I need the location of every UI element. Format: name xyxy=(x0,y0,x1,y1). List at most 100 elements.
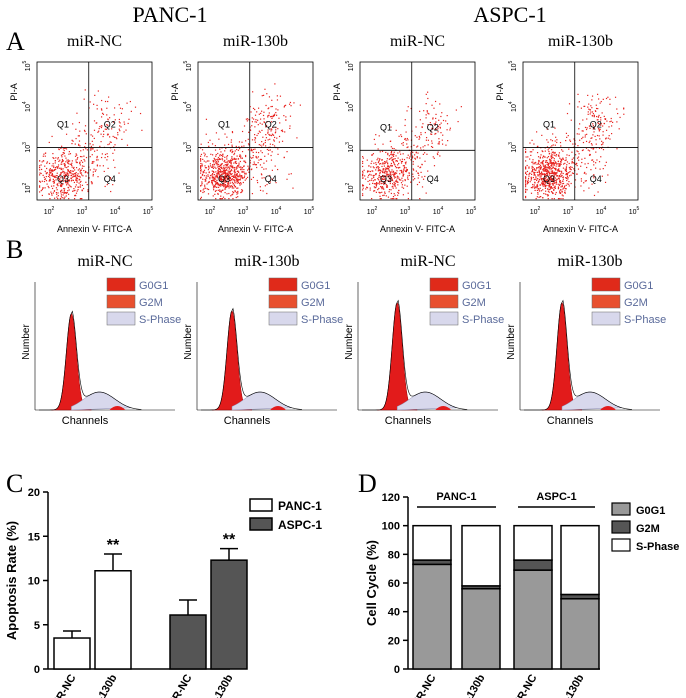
tick-base: 10 xyxy=(143,209,151,216)
event-dot xyxy=(224,191,226,194)
event-dot xyxy=(543,175,546,177)
event-dot xyxy=(441,139,443,141)
event-dot xyxy=(224,161,226,163)
event-dot xyxy=(60,168,62,171)
event-dot xyxy=(80,198,82,200)
event-dot xyxy=(551,170,554,172)
event-dot xyxy=(222,196,225,198)
event-dot xyxy=(220,158,222,160)
event-dot xyxy=(270,159,273,161)
event-dot xyxy=(89,143,91,145)
event-dot xyxy=(101,125,103,127)
event-dot xyxy=(406,168,409,171)
event-dot xyxy=(527,156,529,158)
event-dot xyxy=(236,177,238,179)
event-dot xyxy=(609,138,611,140)
event-dot xyxy=(237,179,239,181)
event-dot xyxy=(603,115,605,118)
event-dot xyxy=(424,175,426,178)
event-dot xyxy=(431,104,433,106)
event-dot xyxy=(419,157,421,159)
event-dot xyxy=(45,172,47,174)
event-dot xyxy=(525,171,527,173)
event-dot xyxy=(84,142,87,145)
event-dot xyxy=(81,165,84,167)
tick-base: 10 xyxy=(186,63,193,71)
event-dot xyxy=(564,185,566,187)
event-dot xyxy=(571,160,573,163)
event-dot xyxy=(597,119,599,121)
event-dot xyxy=(75,176,77,178)
event-dot xyxy=(206,156,208,158)
event-dot xyxy=(564,188,566,190)
event-dot xyxy=(96,164,99,166)
event-dot xyxy=(241,167,244,169)
event-dot xyxy=(252,107,255,110)
event-dot xyxy=(252,157,254,159)
event-dot xyxy=(251,121,254,123)
event-dot xyxy=(261,166,263,169)
event-dot xyxy=(58,148,60,151)
event-dot xyxy=(68,184,70,186)
event-dot xyxy=(43,176,45,178)
x-tick-label: miR-130b xyxy=(452,672,487,698)
event-dot xyxy=(373,162,375,164)
event-dot xyxy=(382,194,384,197)
event-dot xyxy=(554,152,556,154)
event-dot xyxy=(532,166,534,169)
event-dot xyxy=(275,108,277,110)
event-dot xyxy=(425,136,428,139)
event-dot xyxy=(591,159,594,161)
event-dot xyxy=(561,174,563,177)
event-dot xyxy=(60,163,62,165)
event-dot xyxy=(202,158,204,160)
event-dot xyxy=(605,161,607,163)
event-dot xyxy=(278,141,281,143)
event-dot xyxy=(267,132,269,134)
event-dot xyxy=(44,178,47,180)
event-dot xyxy=(227,172,229,174)
event-dot xyxy=(231,151,233,154)
event-dot xyxy=(218,167,220,169)
event-dot xyxy=(381,170,383,172)
event-dot xyxy=(568,154,570,157)
event-dot xyxy=(525,150,527,153)
event-dot xyxy=(561,194,563,196)
event-dot xyxy=(45,180,48,182)
event-dot xyxy=(100,116,103,118)
event-dot xyxy=(57,157,59,159)
event-dot xyxy=(219,169,222,171)
event-dot xyxy=(226,173,228,176)
event-dot xyxy=(70,163,72,166)
event-dot xyxy=(541,183,543,185)
event-dot xyxy=(592,125,594,127)
event-dot xyxy=(209,165,212,167)
event-dot xyxy=(82,161,84,163)
y-tick-label: 104 xyxy=(183,101,193,112)
event-dot xyxy=(535,161,537,164)
event-dot xyxy=(392,198,394,200)
event-dot xyxy=(271,129,273,131)
event-dot xyxy=(605,129,608,131)
event-dot xyxy=(55,179,57,181)
event-dot xyxy=(587,113,589,115)
event-dot xyxy=(534,189,536,192)
event-dot xyxy=(420,147,422,149)
event-dot xyxy=(249,126,251,128)
event-dot xyxy=(588,141,590,144)
event-dot xyxy=(46,167,48,170)
event-dot xyxy=(542,160,545,162)
event-dot xyxy=(381,159,383,161)
event-dot xyxy=(554,185,556,187)
event-dot xyxy=(236,193,238,195)
event-dot xyxy=(602,143,604,145)
event-dot xyxy=(565,177,568,180)
event-dot xyxy=(576,157,579,159)
event-dot xyxy=(619,116,621,119)
event-dot xyxy=(63,171,65,173)
event-dot xyxy=(439,123,441,126)
event-dot xyxy=(362,156,364,158)
event-dot xyxy=(54,176,56,178)
event-dot xyxy=(387,196,390,198)
event-dot xyxy=(380,180,382,182)
